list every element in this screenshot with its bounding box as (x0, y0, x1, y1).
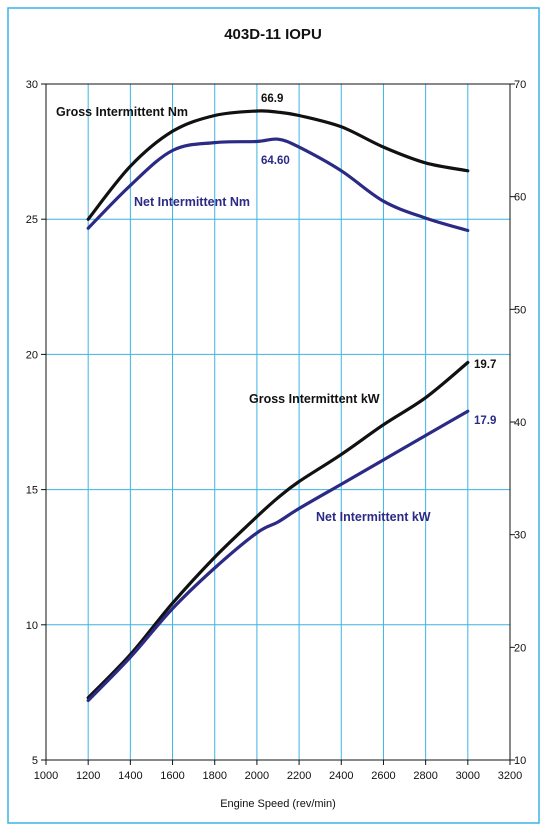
y-tick-label: 5 (32, 755, 38, 767)
x-tick-label: 1400 (118, 770, 142, 782)
net-kw-end-annotation: 17.9 (474, 415, 496, 427)
gross-nm-line (86, 109, 470, 221)
chart-title: 403D-11 IOPU (224, 26, 322, 43)
y2-tick-label: 50 (514, 304, 526, 316)
y2-tick-label: 40 (514, 417, 526, 429)
gross-nm-label: Gross Intermittent Nm (56, 105, 188, 119)
chart-frame (7, 7, 540, 824)
axes: 1000 1200 1400 1600 1800 2000 2200 2400 2600 2800… (26, 79, 527, 782)
gross-kw-line (86, 360, 470, 700)
y2-tick-label: 70 (514, 79, 526, 91)
y2-tick-label: 30 (514, 530, 526, 542)
x-tick-label: 3000 (456, 770, 480, 782)
series-labels: Gross Intermittent Nm Net Intermittent Nm… (56, 93, 496, 524)
net-nm-line (86, 137, 470, 233)
gross-kw-end-annotation: 19.7 (474, 359, 496, 371)
x-tick-label: 3200 (498, 770, 522, 782)
y-tick-label: 30 (26, 79, 38, 91)
y2-tick-label: 20 (514, 642, 526, 654)
net-nm-peak-annotation: 64.60 (261, 155, 290, 167)
y-tick-label: 10 (26, 620, 38, 632)
x-tick-label: 1000 (34, 770, 58, 782)
x-tick-label: 2400 (329, 770, 353, 782)
gross-kw-label: Gross Intermittent kW (249, 392, 380, 406)
y2-tick-label: 10 (514, 755, 526, 767)
grid (46, 84, 510, 760)
net-nm-label: Net Intermittent Nm (134, 195, 250, 209)
x-tick-label: 1800 (202, 770, 226, 782)
y-tick-label: 20 (26, 349, 38, 361)
x-tick-label: 2000 (245, 770, 269, 782)
gross-nm-peak-annotation: 66.9 (261, 93, 283, 105)
x-tick-label: 2800 (413, 770, 437, 782)
series (86, 109, 470, 703)
y-tick-label: 25 (26, 214, 38, 226)
x-tick-label: 2200 (287, 770, 311, 782)
x-tick-label: 2600 (371, 770, 395, 782)
x-tick-label: 1200 (76, 770, 100, 782)
x-axis-label: Engine Speed (rev/min) (220, 798, 336, 810)
y-tick-label: 15 (26, 485, 38, 497)
net-kw-line (86, 409, 470, 703)
x-tick-label: 1600 (160, 770, 184, 782)
y2-tick-label: 60 (514, 192, 526, 204)
net-kw-label: Net Intermittent kW (316, 510, 431, 524)
